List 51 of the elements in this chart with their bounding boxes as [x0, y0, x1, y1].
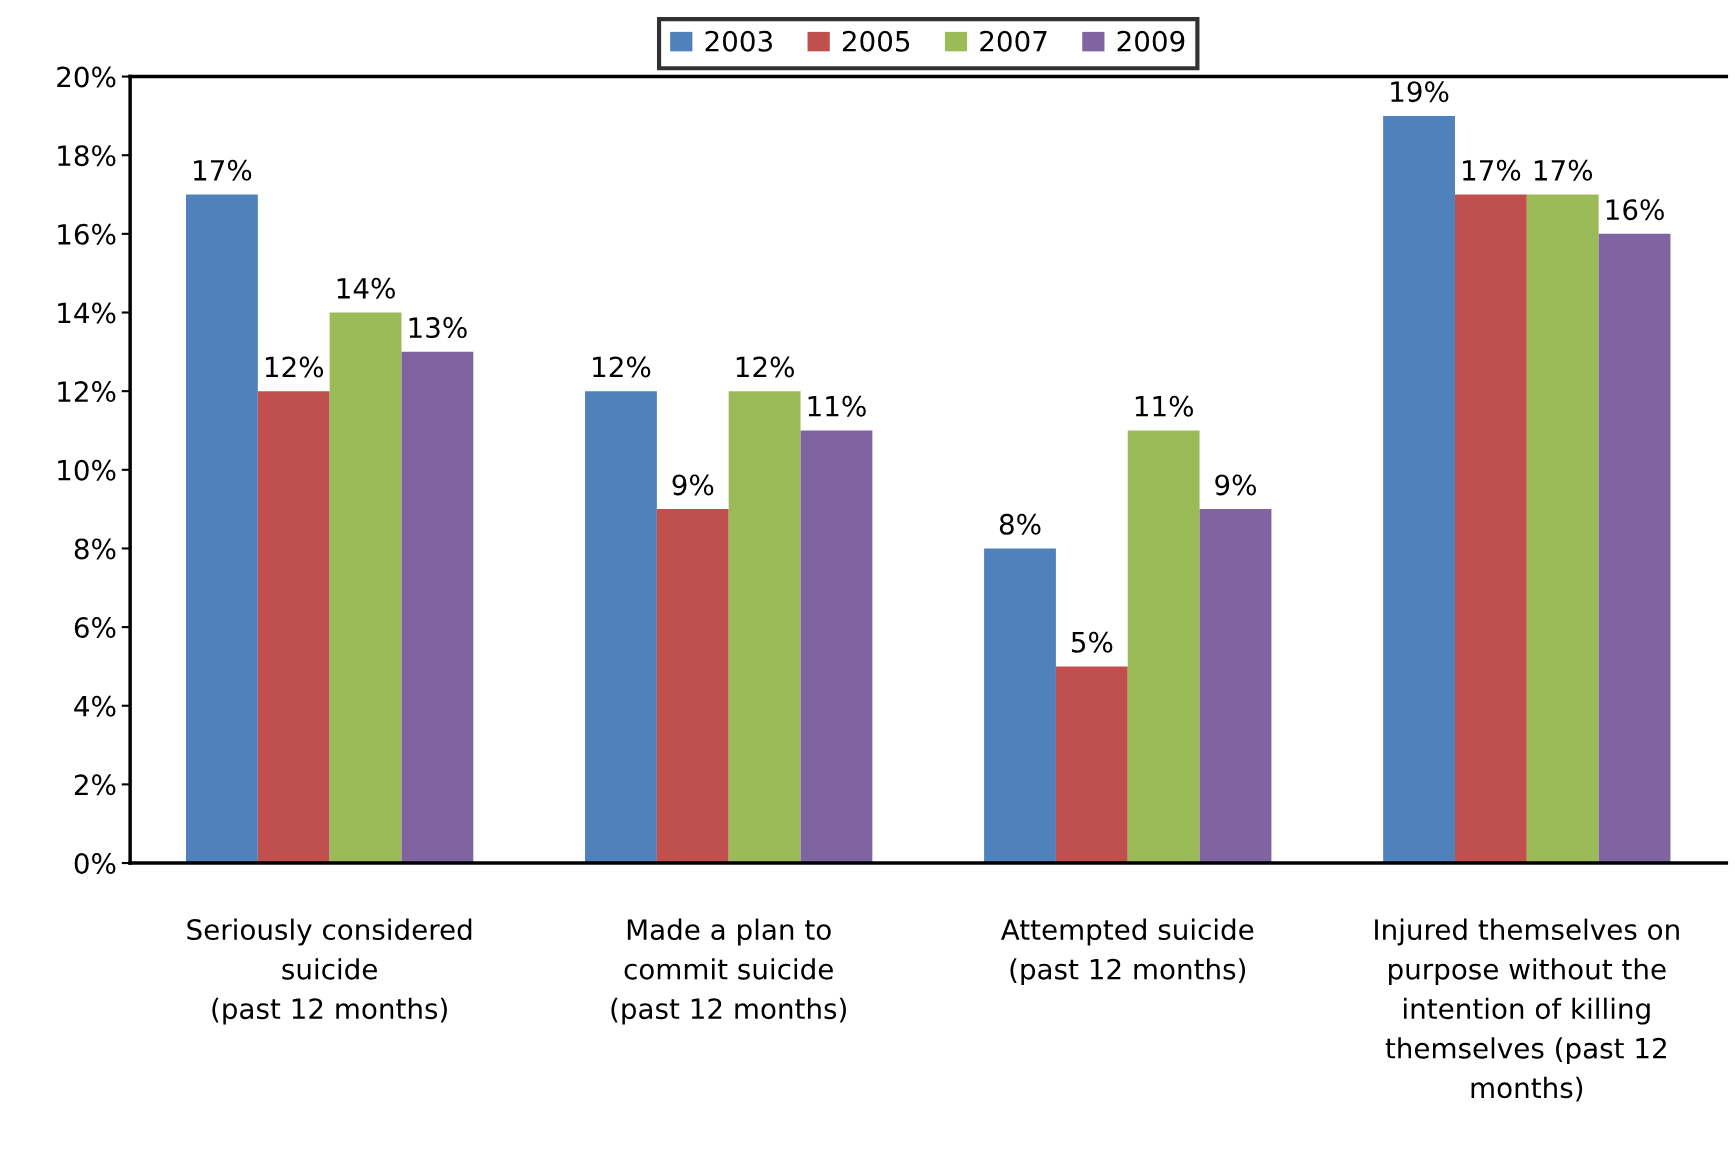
y-tick-label: 12%: [58, 381, 116, 403]
bar: [1127, 430, 1200, 864]
data-label: 12%: [265, 356, 324, 378]
bar: [1055, 666, 1128, 864]
bar: [585, 391, 657, 864]
bar: [257, 391, 330, 864]
y-tick-label: 0%: [74, 852, 116, 874]
bar: [1454, 194, 1527, 864]
data-label: 9%: [672, 474, 714, 496]
bar: [1526, 194, 1599, 864]
y-tick-label: 18%: [58, 145, 116, 167]
legend-label: 2005: [842, 30, 910, 52]
y-tick-label: 14%: [58, 302, 116, 324]
data-label: 16%: [1606, 199, 1664, 221]
bar: [1383, 115, 1455, 864]
x-tick-label: Attempted suicide (past 12 months): [1000, 918, 1254, 986]
bar: [656, 509, 729, 864]
data-label: 11%: [1135, 395, 1193, 417]
data-label: 17%: [1463, 159, 1521, 181]
data-label: 17%: [194, 159, 252, 181]
data-label: 13%: [409, 317, 467, 339]
bar: [401, 351, 474, 864]
y-tick-label: 20%: [57, 66, 116, 88]
y-tick-label: 2%: [74, 774, 116, 796]
data-label: 11%: [808, 395, 866, 417]
bar: [800, 430, 873, 864]
data-label: 12%: [593, 356, 651, 378]
x-tick-label: Made a plan to commit suicide (past 12 months): [611, 918, 846, 1025]
bar: [329, 312, 402, 864]
y-tick-label: 10%: [58, 459, 116, 481]
legend-label: 2003: [705, 30, 772, 52]
bar: [984, 548, 1056, 864]
data-label: 8%: [999, 513, 1041, 535]
legend-label: 2007: [980, 30, 1047, 52]
data-label: 14%: [337, 277, 395, 299]
bar: [1199, 509, 1272, 864]
x-tick-label: Injured themselves on purpose without the intention of killing themselves (past 12 months): [1375, 918, 1679, 1102]
x-tick-label: Seriously considered suicide (past 12 months): [187, 918, 472, 1025]
y-tick-label: 6%: [74, 617, 116, 639]
data-label: 12%: [736, 356, 794, 378]
bar: [728, 391, 801, 864]
data-label: 5%: [1071, 631, 1113, 653]
y-tick-label: 8%: [74, 538, 116, 560]
data-label: 19%: [1391, 81, 1449, 103]
bar: [185, 194, 258, 864]
bar: [1598, 233, 1671, 864]
legend-label: 2009: [1117, 30, 1185, 52]
data-label: 17%: [1534, 159, 1593, 181]
data-label: 9%: [1215, 474, 1256, 496]
y-tick-label: 4%: [74, 695, 116, 717]
y-tick-label: 16%: [58, 223, 116, 245]
